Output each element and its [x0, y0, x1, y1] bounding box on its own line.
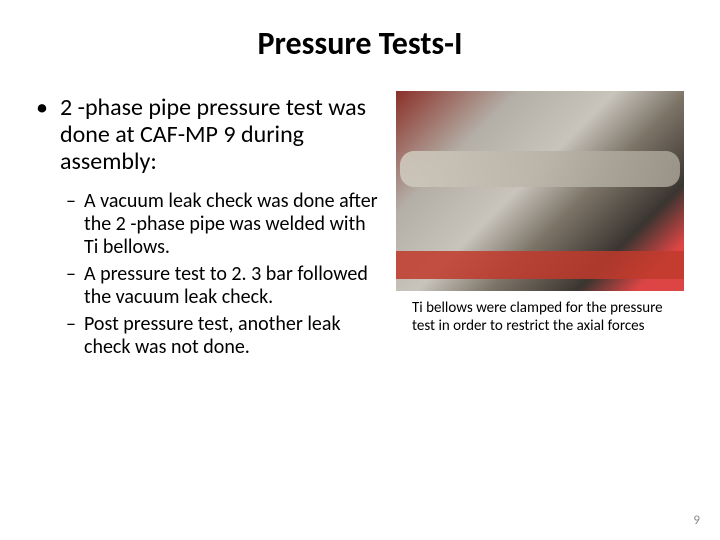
sub-bullet-text: Post pressure test, another leak check w…	[84, 313, 382, 359]
dash-icon: –	[66, 313, 84, 359]
sub-bullet: – A pressure test to 2. 3 bar followed t…	[66, 263, 382, 309]
pipe-assembly-image	[396, 91, 684, 291]
slide-title: Pressure Tests-I	[36, 24, 684, 63]
main-bullet: • 2 -phase pipe pressure test was done a…	[36, 95, 382, 176]
text-column: • 2 -phase pipe pressure test was done a…	[36, 91, 382, 363]
sub-bullet-text: A pressure test to 2. 3 bar followed the…	[84, 263, 382, 309]
dash-icon: –	[66, 263, 84, 309]
sub-bullet-text: A vacuum leak check was done after the 2…	[84, 190, 382, 259]
main-bullet-text: 2 -phase pipe pressure test was done at …	[60, 95, 382, 176]
page-number: 9	[693, 513, 700, 528]
sub-bullet: – Post pressure test, another leak check…	[66, 313, 382, 359]
image-column: Ti bellows were clamped for the pressure…	[396, 91, 684, 363]
image-caption: Ti bellows were clamped for the pressure…	[396, 291, 684, 335]
slide: Pressure Tests-I • 2 -phase pipe pressur…	[0, 0, 720, 540]
content-row: • 2 -phase pipe pressure test was done a…	[36, 91, 684, 363]
sub-bullet: – A vacuum leak check was done after the…	[66, 190, 382, 259]
bullet-dot-icon: •	[36, 95, 60, 176]
dash-icon: –	[66, 190, 84, 259]
sub-bullet-list: – A vacuum leak check was done after the…	[36, 190, 382, 359]
